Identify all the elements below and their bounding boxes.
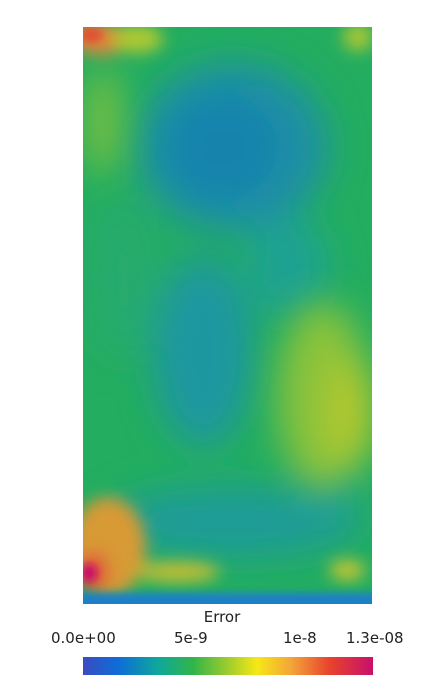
colorbar (83, 657, 373, 675)
colorbar-tick-5e-9: 5e-9 (174, 629, 208, 647)
colorbar-tick-max: 1.3e-08 (346, 629, 404, 647)
colorbar-tick-min: 0.0e+00 (51, 629, 116, 647)
heatmap-svg (83, 27, 372, 604)
colorbar-gradient (83, 657, 373, 675)
error-heatmap (83, 27, 372, 604)
colorbar-tick-1e-8: 1e-8 (283, 629, 317, 647)
colorbar-title: Error (203, 608, 241, 626)
